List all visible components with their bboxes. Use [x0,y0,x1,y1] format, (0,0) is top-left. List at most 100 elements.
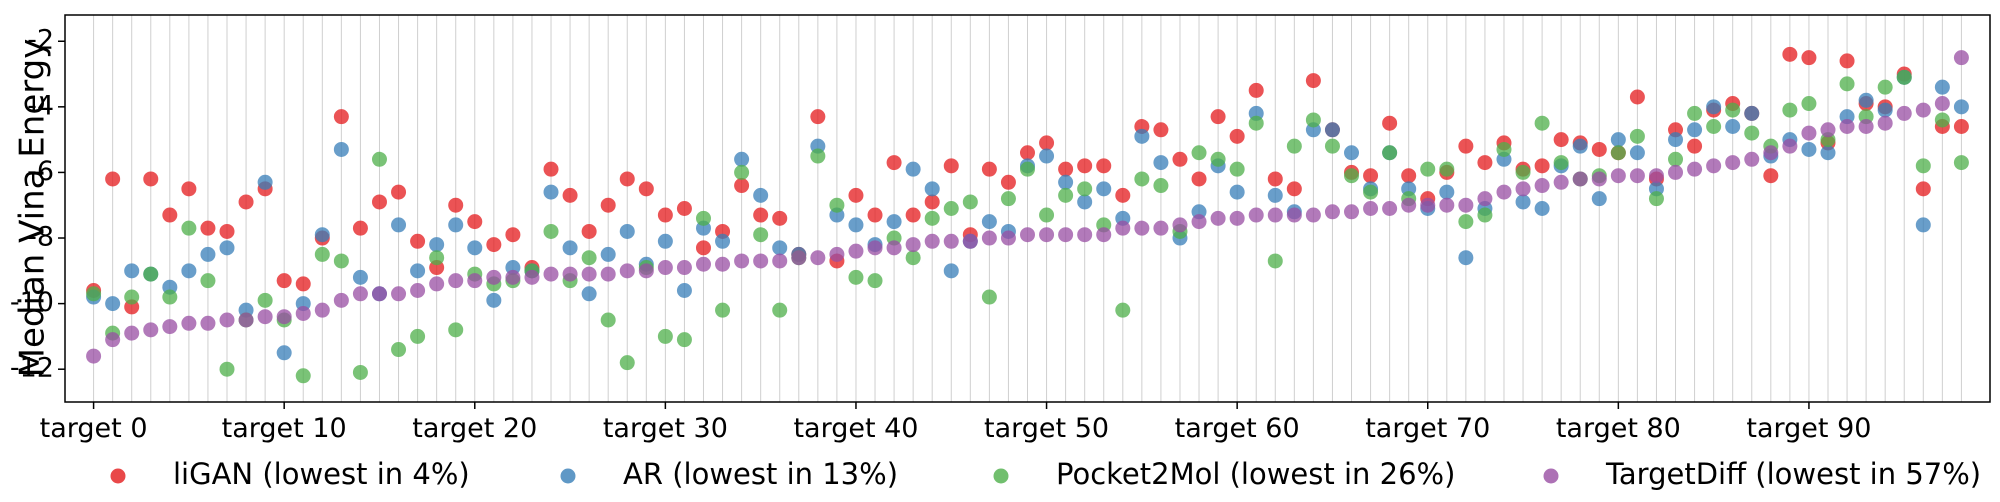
data-point [1801,50,1817,66]
y-tick-label: -8 [27,222,54,253]
data-point [352,269,368,285]
data-point [581,286,597,302]
series-group [86,50,1969,364]
data-point [486,269,502,285]
data-point [371,194,387,210]
data-point [1039,135,1055,151]
data-point [1458,214,1474,230]
data-point [1553,155,1569,171]
x-tick-label: target 60 [1175,413,1300,444]
data-point [676,332,692,348]
data-point [86,286,102,302]
data-point [1496,141,1512,157]
data-point [1763,145,1779,161]
data-point [924,181,940,197]
data-point [905,207,921,223]
data-point [1439,161,1455,177]
data-point [371,151,387,167]
data-point [1668,132,1684,148]
x-tick-label: target 0 [40,413,148,444]
data-point [1629,128,1645,144]
data-point [695,240,711,256]
data-point [1153,178,1169,194]
data-point [1248,82,1264,98]
data-point [1191,214,1207,230]
data-point [886,240,902,256]
data-point [1039,207,1055,223]
data-point [1534,158,1550,174]
data-point [1458,250,1474,266]
data-point [1077,181,1093,197]
data-point [1896,69,1912,85]
data-point [1344,145,1360,161]
data-point [1458,138,1474,154]
data-point [1324,204,1340,220]
data-point [257,174,273,190]
data-point [1687,122,1703,138]
data-point [1744,105,1760,121]
data-point [1286,138,1302,154]
x-tick-label: target 40 [793,413,918,444]
data-point [1477,155,1493,171]
data-point [905,237,921,253]
data-point [1515,181,1531,197]
data-point [105,296,121,312]
data-point [200,246,216,262]
data-point [1515,164,1531,180]
legend-marker [1543,468,1559,484]
data-point [772,240,788,256]
data-point [1820,122,1836,138]
data-point [1439,197,1455,213]
data-point [1610,168,1626,184]
data-point [600,312,616,328]
data-point [1267,187,1283,203]
data-point [410,233,426,249]
legend-marker [560,468,576,484]
data-point [981,161,997,177]
data-point [962,233,978,249]
data-point [1553,132,1569,148]
data-point [295,305,311,321]
data-point [810,148,826,164]
data-point [1934,112,1950,128]
data-point [1305,207,1321,223]
data-point [1953,50,1969,66]
data-point [1877,115,1893,131]
data-point [105,171,121,187]
data-point [1820,145,1836,161]
data-point [1572,138,1588,154]
data-point [1191,171,1207,187]
data-point [143,171,159,187]
data-point [1229,128,1245,144]
data-point [943,263,959,279]
data-point [105,332,121,348]
data-point [1172,151,1188,167]
data-point [1210,109,1226,125]
data-point [1629,168,1645,184]
data-point [1401,197,1417,213]
data-point [1725,102,1741,118]
data-point [848,187,864,203]
legend-label: AR (lowest in 13%) [623,457,898,491]
data-point [1534,201,1550,216]
data-point [734,178,750,194]
data-point [1134,128,1150,144]
data-point [314,227,330,243]
data-point [1782,46,1798,62]
data-point [181,220,197,236]
data-point [86,348,102,364]
data-point [543,184,559,200]
data-point [429,237,445,253]
x-tick-label: target 90 [1746,413,1871,444]
data-point [600,197,616,213]
data-point [314,246,330,262]
data-point [1648,191,1664,207]
data-point [1915,158,1931,174]
data-point [1020,161,1035,177]
y-tick-label: -12 [10,353,54,384]
data-point [619,223,635,239]
data-point [772,302,788,318]
data-point [1000,230,1016,246]
data-point [391,217,407,233]
data-point [1096,158,1112,174]
